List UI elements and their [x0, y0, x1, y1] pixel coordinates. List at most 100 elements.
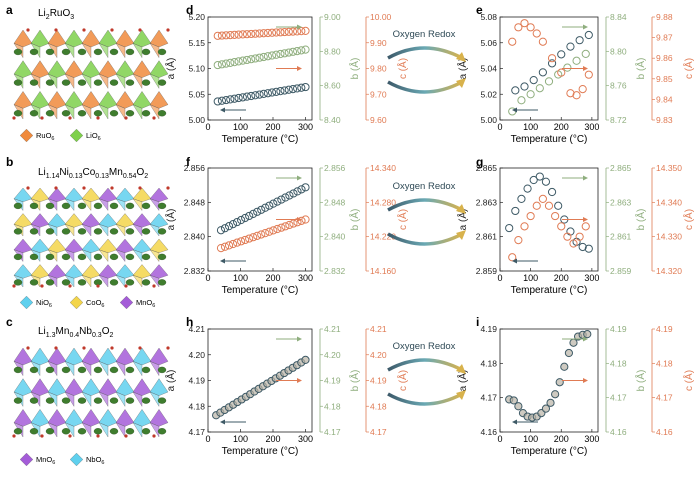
x-tick-label: 100 — [523, 273, 538, 283]
lithium-atom — [61, 428, 71, 435]
data-point-a — [583, 330, 592, 339]
data-point-c — [253, 231, 262, 240]
data-point-a — [234, 93, 243, 103]
data-point-a — [297, 83, 306, 92]
data-point-a — [249, 209, 258, 218]
data-point-b — [226, 58, 235, 67]
data-point-c — [508, 37, 517, 46]
axis-arrow-c-head — [297, 378, 302, 383]
data-point-a — [551, 390, 560, 399]
lithium-atom — [29, 110, 39, 117]
data-point-a — [277, 195, 286, 204]
legend-label: LiO6 — [86, 131, 101, 142]
oxygen-atom — [12, 116, 16, 120]
data-point-a — [285, 191, 294, 200]
data-point-b — [251, 54, 260, 63]
data-point-c — [281, 222, 290, 231]
y-tick-label-b: 2.865 — [610, 163, 632, 173]
data-point-c — [532, 201, 541, 210]
x-tick-label: 200 — [265, 273, 280, 283]
lithium-atom — [77, 79, 87, 86]
axis-arrow-a-head — [512, 258, 517, 264]
y-tick-label-b: 2.863 — [610, 197, 632, 207]
oxygen-redox-label: Oxygen Redox — [393, 341, 456, 352]
y-tick-label-a: 5.06 — [480, 38, 497, 48]
axis-arrow-a-head — [220, 107, 225, 113]
oxygen-redox-arrows: Oxygen Redox Oxygen Redox Oxygen Redox — [387, 29, 466, 406]
chart-d: 0 100 200 300 Temperature (°C) 5.20 5.15 5.10 5.… — [164, 12, 409, 145]
x-tick-label: 200 — [554, 122, 569, 132]
data-point-c — [520, 222, 529, 231]
data-point-c — [584, 70, 593, 79]
redox-arrow-bottom-head — [456, 390, 466, 400]
lithium-atom — [109, 253, 119, 261]
y-tick-label-b: 8.72 — [610, 115, 627, 125]
lithium-atom — [157, 428, 167, 435]
lithium-atom — [93, 397, 103, 404]
axis-arrow-b-head — [297, 336, 302, 342]
y-tick-label-a: 5.00 — [188, 115, 205, 125]
y-tick-label-a: 4.16 — [480, 427, 497, 437]
y-axis-label-c: c (Å) — [396, 58, 409, 79]
x-tick-label: 100 — [523, 434, 538, 444]
data-point-a — [520, 82, 529, 91]
data-point-a — [514, 402, 523, 411]
x-tick-label: 0 — [205, 434, 210, 444]
data-point-c — [538, 194, 547, 203]
lithium-atom — [141, 110, 151, 117]
data-point-b — [293, 46, 302, 56]
lithium-atom — [45, 279, 55, 286]
axis-arrow-b-head — [583, 336, 588, 342]
y-tick-label-b: 8.76 — [610, 81, 627, 91]
data-point-c — [261, 229, 270, 238]
chart-i: 0 100 200 300 Temperature (°C) 4.19 4.18 4.17 4.… — [456, 324, 695, 457]
oxygen-atom — [12, 284, 16, 288]
axis-arrow-a-head — [512, 107, 517, 113]
lithium-atom — [157, 48, 167, 56]
y-tick-label-b: 4.17 — [610, 393, 627, 403]
data-point-b — [267, 51, 277, 60]
y-tick-label-c: 4.21 — [370, 324, 387, 334]
y-tick-label-b: 9.00 — [324, 12, 341, 22]
axis-arrow-c-head — [583, 378, 588, 383]
lithium-atom — [125, 79, 135, 86]
data-point-b — [288, 47, 298, 56]
lithium-atom — [93, 48, 103, 56]
data-point-c — [301, 26, 310, 36]
lithium-atom — [125, 279, 135, 286]
data-point-a — [216, 226, 226, 235]
y-axis-label-c: c (Å) — [682, 58, 695, 79]
data-point-c — [213, 31, 222, 40]
data-point-c — [280, 27, 289, 37]
y-axis-label-a: a (Å) — [164, 370, 177, 392]
data-point-a — [546, 398, 555, 407]
octahedron — [81, 422, 92, 438]
oxygen-atom — [152, 116, 156, 120]
data-point-c — [520, 19, 529, 28]
axis-arrow-b-head — [297, 175, 302, 181]
data-point-a — [538, 68, 547, 77]
axis-arrow-b-head — [583, 24, 588, 30]
y-axis-label-b: b (Å) — [348, 209, 361, 231]
lithium-atom — [29, 228, 39, 235]
y-tick-label-c: 14.320 — [656, 266, 682, 276]
redox-arrow-top-head — [456, 52, 466, 62]
redox-arrow-bottom — [387, 80, 463, 94]
lithium-atom — [77, 202, 87, 210]
lithium-atom — [77, 253, 87, 261]
oxygen-atom — [166, 186, 170, 190]
legend-label: CoO6 — [86, 298, 104, 309]
data-point-a — [237, 215, 246, 225]
data-point-a — [265, 201, 274, 210]
lithium-atom — [141, 79, 151, 86]
oxygen-atom — [96, 434, 100, 438]
compound-formula: Li1.3Mn0.4Nb0.3O2 — [38, 326, 113, 339]
y-tick-label-a: 2.848 — [184, 197, 206, 207]
lithium-atom — [93, 366, 103, 374]
data-point-a — [560, 362, 569, 371]
data-point-a — [288, 85, 298, 94]
oxygen-atom — [124, 116, 128, 120]
y-tick-label-c: 4.19 — [656, 324, 673, 334]
data-point-a — [222, 95, 231, 105]
